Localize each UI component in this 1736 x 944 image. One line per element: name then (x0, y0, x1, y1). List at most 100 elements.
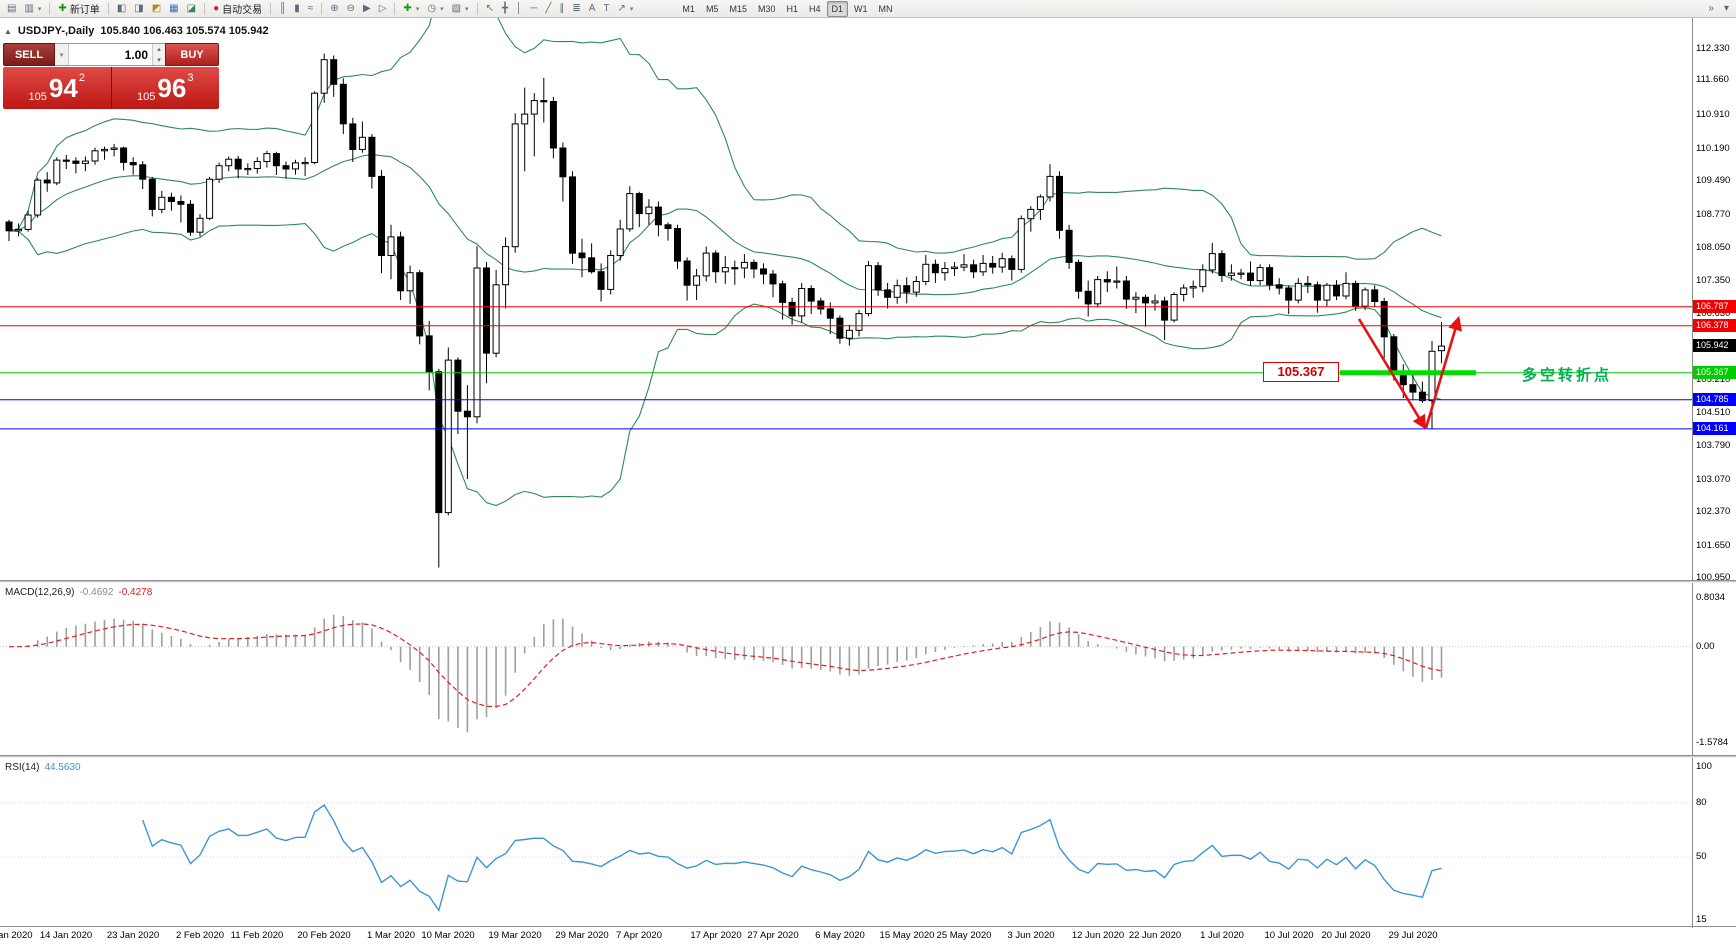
price-axis-label: 108.050 (1696, 242, 1731, 253)
current-price-label: 105.942 (1693, 339, 1736, 352)
periods-icon: ◷ (427, 2, 437, 14)
price-axis-label: 101.650 (1696, 540, 1731, 551)
sell-price-pip: 2 (78, 72, 85, 84)
price-axis[interactable]: 112.330 111.660 110.910 110.190 109.490 108.7… (1692, 18, 1736, 928)
bollinger-middle-band (8, 154, 1442, 319)
fibonacci-retracement-icon-button[interactable]: ≣ (568, 1, 584, 17)
volume-decrease-button[interactable]: ▾ (153, 54, 165, 65)
vertical-line-icon-button[interactable]: │ (512, 1, 526, 17)
timeframe-m1-button[interactable]: M1 (682, 3, 695, 14)
market-watch-icon-button[interactable]: ◧ (113, 1, 130, 17)
price-axis-label: 110.190 (1696, 143, 1730, 154)
timeframe-d1-button[interactable]: D1 (826, 0, 849, 17)
timeframe-m15-button[interactable]: M15 (729, 3, 747, 14)
volume-increase-button[interactable]: ▴ (153, 44, 165, 55)
data-window-icon: ◨ (134, 2, 144, 14)
chart-canvas[interactable] (0, 18, 1692, 928)
indicators-dropdown-icon[interactable]: ▾ (415, 5, 420, 13)
periods-icon-button[interactable]: ◷ ▾ (423, 1, 447, 17)
time-axis-label: 14 Jan 2020 (39, 930, 93, 941)
navigator-icon: ◩ (151, 2, 162, 14)
data-window-icon-button[interactable]: ◨ (130, 1, 147, 17)
toolbar-overflow-icon-button[interactable]: » (1704, 1, 1718, 17)
turning-point-price-box[interactable]: 105.367 (1263, 362, 1339, 382)
text-label-icon-button[interactable]: T (599, 1, 613, 17)
auto-scroll-icon-button[interactable]: ▶ (359, 1, 375, 17)
zoom-in-icon: ⊕ (330, 2, 339, 14)
macd-panel-separator[interactable] (0, 580, 1736, 583)
candlestick-mode-icon-button[interactable]: ▮ (290, 1, 304, 17)
down-trend-arrow[interactable] (1357, 318, 1427, 430)
time-axis[interactable]: 5 Jan 2020 14 Jan 2020 23 Jan 2020 2 Feb 20… (0, 928, 1736, 944)
cursor-icon: ↖ (485, 2, 494, 14)
time-axis-label: 2 Feb 2020 (175, 930, 225, 941)
timeframe-h1-button[interactable]: H1 (786, 3, 798, 14)
terminal-icon-button[interactable]: ▦ (165, 1, 182, 17)
templates-dropdown-icon[interactable]: ▾ (465, 5, 469, 13)
profiles-icon-button[interactable]: ▥ ▾ (20, 1, 45, 17)
toolbar-separator (476, 2, 478, 15)
sell-button[interactable]: SELL (3, 43, 55, 66)
macd-histogram (17, 614, 1443, 733)
profiles-icon: ▥ (24, 2, 34, 14)
equidistant-channel-icon-button[interactable]: ∥ (555, 1, 568, 17)
zoom-out-icon-button[interactable]: ⊖ (343, 1, 359, 17)
templates-icon-button[interactable]: ▧ ▾ (448, 1, 473, 17)
new-chart-icon-button[interactable]: ▤ (3, 1, 20, 17)
arrows-tool-dropdown-icon[interactable]: ▾ (629, 5, 634, 13)
new-order-label: 新订单 (69, 5, 100, 16)
buy-price-box[interactable]: 105 96 3 (111, 67, 219, 109)
toolbar-separator (49, 2, 51, 15)
price-axis-label: 109.490 (1696, 175, 1731, 186)
bar-chart-mode-icon-button[interactable]: ║ (275, 1, 290, 17)
up-trend-arrow[interactable] (1424, 315, 1463, 429)
volume-preset-dropdown-icon[interactable]: ▾ (55, 44, 69, 65)
text-tool-icon-button[interactable]: A (585, 1, 600, 17)
new-order-button[interactable]: ✚ 新订单 (54, 1, 103, 17)
main-chart-layer (0, 18, 1692, 568)
timeframe-w1-button[interactable]: W1 (854, 3, 868, 14)
buy-button[interactable]: BUY (165, 43, 219, 66)
text-tool-icon: A (588, 2, 596, 14)
navigator-icon-button[interactable]: ◩ (148, 1, 165, 17)
time-axis-label: 22 Jun 2020 (1128, 930, 1182, 941)
crosshair-icon: ╋ (501, 2, 508, 14)
timeframe-mn-button[interactable]: MN (878, 3, 893, 14)
time-axis-label: 29 Mar 2020 (555, 930, 609, 941)
sell-price-box[interactable]: 105 94 2 (3, 67, 112, 109)
rsi-axis-label: 100 (1696, 761, 1712, 772)
time-axis-label: 11 Feb 2020 (230, 930, 284, 941)
strategy-tester-icon-button[interactable]: ◪ (183, 1, 200, 17)
timeframe-h4-button[interactable]: H4 (809, 3, 821, 14)
one-click-collapse-icon[interactable]: ▲ (4, 26, 12, 36)
price-axis-label: 112.330 (1696, 43, 1730, 54)
line-chart-mode-icon-button[interactable]: ≈ (304, 1, 318, 17)
chart-shift-icon-button[interactable]: ▷ (375, 1, 391, 17)
indicators-icon-button[interactable]: ✚ ▾ (399, 1, 423, 17)
periods-dropdown-icon[interactable]: ▾ (440, 5, 444, 13)
turning-point-note[interactable]: 多空转折点 (1522, 367, 1613, 384)
time-axis-label: 17 Apr 2020 (690, 930, 742, 941)
rsi-value: 44.5630 (44, 762, 81, 773)
autotrading-button[interactable]: ● 自动交易 (209, 1, 266, 17)
horizontal-line-icon-button[interactable]: ─ (526, 1, 541, 17)
volume-field[interactable]: ▾ 1.00 ▴ ▾ (55, 43, 165, 66)
cursor-icon-button[interactable]: ↖ (482, 1, 498, 17)
timeframe-m5-button[interactable]: M5 (705, 3, 719, 14)
macd-axis-label: 0.8034 (1696, 592, 1726, 603)
arrows-tool-icon-button[interactable]: ↗ ▾ (614, 1, 638, 17)
trendline-icon-button[interactable]: ╱ (541, 1, 555, 17)
profiles-dropdown-icon[interactable]: ▾ (37, 5, 42, 13)
rsi-axis-label: 50 (1696, 851, 1707, 862)
zoom-in-icon-button[interactable]: ⊕ (326, 1, 342, 17)
price-marker-106.378: 106.378 (1693, 319, 1736, 332)
toolbar-separator (204, 2, 206, 15)
line-chart-mode-icon: ≈ (307, 2, 314, 14)
toolbar-options-icon-button[interactable]: ▾ (1720, 1, 1733, 17)
zoom-out-icon: ⊖ (346, 2, 356, 14)
macd-axis-label: -1.5784 (1696, 737, 1729, 748)
timeframe-m30-button[interactable]: M30 (757, 3, 776, 14)
crosshair-icon-button[interactable]: ╋ (498, 1, 512, 17)
sell-price-big: 94 (48, 73, 78, 103)
rsi-panel-separator[interactable] (0, 755, 1736, 758)
